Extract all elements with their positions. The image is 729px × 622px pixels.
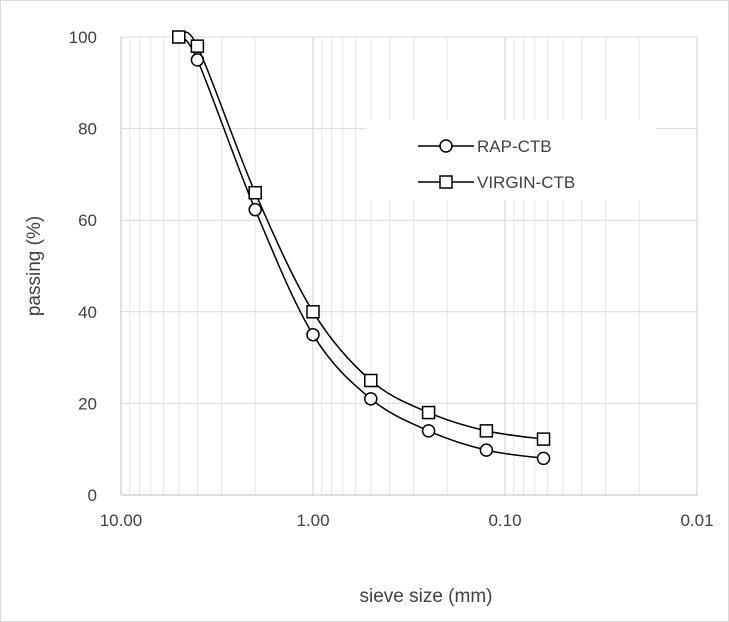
- y-tick-label: 60: [78, 211, 97, 230]
- data-point-virgin-ctb: [479, 424, 494, 438]
- data-point-rap-ctb: [536, 451, 551, 466]
- data-point-virgin-ctb: [536, 432, 551, 446]
- y-axis-title: passing (%): [24, 216, 45, 316]
- x-tick-label: 0.10: [488, 511, 521, 530]
- legend-label-rap-ctb: RAP-CTB: [477, 137, 552, 156]
- data-point-rap-ctb: [306, 327, 320, 342]
- legend-circle-marker: [439, 139, 453, 153]
- axes: [120, 37, 697, 496]
- x-axis-title: sieve size (mm): [359, 586, 492, 607]
- legend-background: [366, 120, 656, 200]
- data-point-rap-ctb: [421, 424, 436, 438]
- series-virgin-ctb: [172, 30, 551, 446]
- x-tick-label: 10.00: [100, 511, 143, 530]
- x-tick-labels: 10.00 1.00 0.10 0.01: [100, 511, 714, 530]
- y-tick-label: 0: [88, 486, 97, 505]
- data-point-rap-ctb: [479, 443, 494, 457]
- legend: RAP-CTB VIRGIN-CTB: [366, 120, 656, 200]
- y-tick-label: 80: [78, 120, 97, 139]
- legend-entry-virgin-ctb: VIRGIN-CTB: [418, 173, 575, 192]
- data-point-virgin-ctb: [190, 39, 205, 53]
- y-tick-label: 100: [69, 28, 97, 47]
- series-rap-ctb: [172, 30, 551, 466]
- series-line-rap-ctb: [178, 36, 544, 460]
- data-point-rap-ctb: [248, 202, 262, 217]
- data-point-virgin-ctb: [248, 185, 262, 200]
- y-tick-labels: 0 20 40 60 80 100: [69, 28, 97, 505]
- data-point-virgin-ctb: [364, 373, 378, 388]
- series-layer: [172, 30, 551, 466]
- data-point-virgin-ctb: [172, 30, 186, 44]
- y-tick-label: 40: [78, 303, 97, 322]
- grid: [120, 36, 698, 496]
- y-tick-label: 20: [78, 394, 97, 413]
- data-point-virgin-ctb: [421, 405, 436, 420]
- x-tick-label: 1.00: [296, 511, 329, 530]
- series-line-virgin-ctb: [178, 31, 544, 440]
- legend-label-virgin-ctb: VIRGIN-CTB: [477, 173, 575, 192]
- x-tick-label: 0.01: [680, 511, 713, 530]
- legend-entry-rap-ctb: RAP-CTB: [418, 137, 552, 156]
- data-point-virgin-ctb: [306, 305, 320, 319]
- data-point-rap-ctb: [364, 392, 378, 406]
- legend-square-marker: [439, 175, 453, 189]
